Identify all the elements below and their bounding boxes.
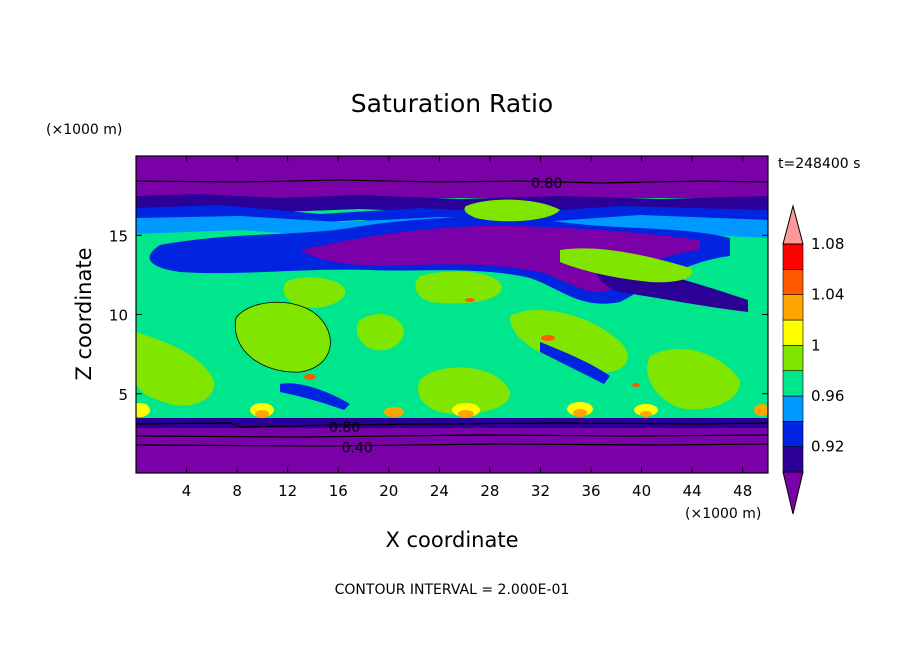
colorbar-swatch	[782, 446, 804, 473]
time-label: t=248400 s	[778, 156, 860, 172]
moist-patch-10	[646, 348, 741, 410]
x-axis-ticks: 4 8 12 16 20 24 28 32 36 40 44 48	[182, 156, 752, 500]
x-tick-label: 20	[379, 482, 398, 500]
x-tick-label: 40	[632, 482, 651, 500]
colorbar-swatch	[782, 294, 804, 321]
contour-line-low-2	[136, 434, 768, 438]
surface-hot-spots	[136, 298, 768, 418]
y-axis-ticks: 5 10 15	[109, 227, 768, 404]
colorbar: 0.92 0.96 1 1.04 1.08	[782, 204, 844, 515]
colorbar-upper-arrow	[782, 204, 804, 245]
contour-label: 0.40	[342, 441, 373, 457]
chart-title: Saturation Ratio	[351, 89, 553, 118]
contour-line-low-1	[136, 422, 768, 428]
x-tick-label: 32	[531, 482, 550, 500]
upper-dry-layer	[136, 156, 768, 198]
x-tick-label: 36	[581, 482, 600, 500]
colorbar-swatch	[782, 421, 804, 447]
x-tick-label: 24	[430, 482, 449, 500]
y-tick-label: 10	[109, 307, 128, 325]
moist-patch-8	[356, 314, 404, 351]
colorbar-swatch	[782, 319, 804, 346]
colorbar-label: 0.92	[811, 438, 844, 456]
colorbar-swatch	[782, 269, 804, 295]
contour-labels: 0.80 0.80 0.40	[329, 176, 562, 457]
x-tick-label: 48	[733, 482, 752, 500]
contour-line-upper	[136, 179, 768, 184]
moist-patch-2	[415, 271, 502, 304]
contour-interval-footer: CONTOUR INTERVAL = 2.000E-01	[335, 582, 570, 598]
x-axis-label: X coordinate	[385, 528, 518, 552]
colorbar-swatch	[782, 345, 804, 371]
x-tick-label: 4	[182, 482, 192, 500]
colorbar-lower-arrow	[782, 471, 804, 515]
colorbar-swatch	[782, 243, 804, 270]
contour-label: 0.80	[531, 176, 562, 192]
moist-patch-1	[283, 277, 346, 308]
colorbar-swatch	[782, 370, 804, 397]
x-tick-label: 28	[480, 482, 499, 500]
contour-line-low-3	[136, 443, 768, 447]
moist-patch-9	[418, 367, 511, 414]
moist-patch-5	[235, 302, 331, 373]
colorbar-swatch	[782, 395, 804, 422]
colorbar-label: 1.04	[811, 286, 844, 304]
contour-line-moist	[234, 301, 331, 373]
low-blue-streak-1	[540, 342, 610, 384]
moist-patch-7	[136, 332, 215, 406]
moist-patch-6	[510, 309, 628, 373]
moist-patch-3	[464, 199, 560, 222]
x-tick-label: 8	[232, 482, 242, 500]
colorbar-label: 1	[811, 336, 821, 354]
colorbar-label: 1.08	[811, 235, 844, 253]
low-blue-streak-2	[280, 383, 350, 410]
y-axis-label: Z coordinate	[72, 247, 96, 380]
y-tick-label: 15	[109, 227, 128, 245]
x-axis-unit: (×1000 m)	[685, 506, 761, 522]
y-axis-unit: (×1000 m)	[46, 122, 122, 138]
y-tick-label: 5	[118, 386, 128, 404]
x-tick-label: 16	[329, 482, 348, 500]
x-tick-label: 12	[278, 482, 297, 500]
contour-label: 0.80	[329, 420, 360, 436]
colorbar-label: 0.96	[811, 387, 844, 405]
field-layers	[136, 156, 768, 473]
x-tick-label: 44	[683, 482, 702, 500]
moist-patch-4	[560, 248, 693, 283]
